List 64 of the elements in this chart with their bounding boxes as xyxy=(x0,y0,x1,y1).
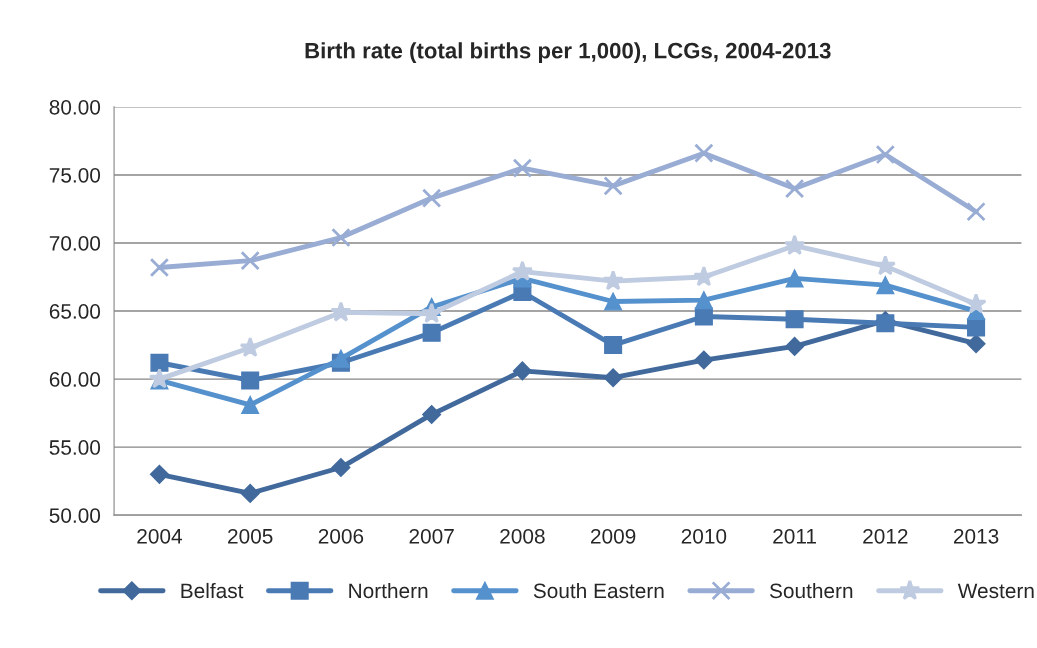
point xyxy=(241,395,260,414)
point xyxy=(876,276,895,295)
point xyxy=(694,350,714,370)
point xyxy=(331,227,351,248)
point xyxy=(421,302,443,324)
x-tick-label: 2010 xyxy=(681,528,727,544)
y-tick-label: 75.00 xyxy=(49,167,101,183)
x-tick-label: 2004 xyxy=(137,528,182,544)
y-tick-label: 65.00 xyxy=(49,304,101,319)
x-tick-label: 2009 xyxy=(591,528,636,544)
x-tick-label: 2008 xyxy=(500,528,545,544)
point xyxy=(874,255,896,276)
point xyxy=(783,234,806,255)
chart-title: Birth rate (total births per 1,000), LCGs, 2004-2013 xyxy=(305,42,831,63)
point xyxy=(239,336,261,358)
point xyxy=(604,292,623,311)
point xyxy=(785,269,804,288)
point xyxy=(330,301,352,322)
legend-label: Western xyxy=(957,583,1034,599)
point xyxy=(603,368,623,388)
legend-label: South Eastern xyxy=(533,582,664,599)
point xyxy=(241,371,260,390)
point xyxy=(694,291,713,310)
point xyxy=(602,269,624,291)
point xyxy=(875,144,896,165)
y-tick-label: 70.00 xyxy=(49,236,101,251)
point xyxy=(966,334,986,354)
point xyxy=(422,323,441,342)
point xyxy=(966,201,986,222)
point xyxy=(511,260,534,281)
point xyxy=(876,314,895,333)
y-tick-label: 60.00 xyxy=(49,372,101,387)
point xyxy=(604,336,623,355)
point xyxy=(603,176,623,196)
y-tick-label: 50.00 xyxy=(49,508,101,523)
x-tick-label: 2011 xyxy=(773,528,816,544)
point xyxy=(422,404,442,424)
x-tick-label: 2012 xyxy=(863,528,908,544)
point xyxy=(785,336,805,356)
point xyxy=(421,188,442,208)
point xyxy=(331,457,351,478)
point xyxy=(149,257,170,278)
point xyxy=(784,178,805,199)
point xyxy=(512,361,532,381)
y-tick-label: 80.00 xyxy=(49,99,101,115)
legend-label: Southern xyxy=(769,582,853,599)
x-tick-label: 2013 xyxy=(953,528,999,544)
point xyxy=(694,307,713,326)
legend-label: Northern xyxy=(349,582,428,599)
x-tick-label: 2007 xyxy=(409,528,454,544)
point xyxy=(693,265,715,287)
point xyxy=(331,349,350,368)
legend-label: Belfast xyxy=(181,582,244,599)
point xyxy=(694,143,714,163)
point xyxy=(240,250,260,271)
x-tick-label: 2005 xyxy=(228,528,273,544)
point xyxy=(512,158,533,178)
point xyxy=(240,483,260,503)
y-tick-label: 55.00 xyxy=(49,440,101,455)
point xyxy=(965,293,987,314)
point xyxy=(785,310,804,329)
point xyxy=(149,464,169,484)
point xyxy=(150,353,169,372)
x-tick-label: 2006 xyxy=(318,528,364,544)
